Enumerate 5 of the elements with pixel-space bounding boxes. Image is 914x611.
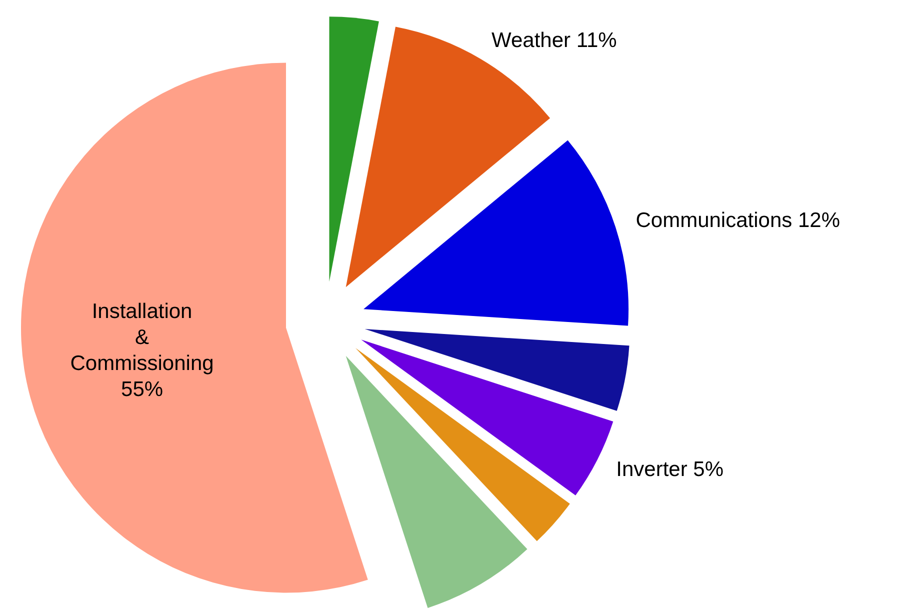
data-label: 55%	[121, 378, 164, 402]
slice-label: Communications 12%	[636, 209, 840, 232]
slice-label: Weather 11%	[492, 29, 617, 52]
slice-label: Inverter 5%	[616, 458, 724, 482]
slice-label: Installation & Commissioning	[70, 300, 214, 376]
